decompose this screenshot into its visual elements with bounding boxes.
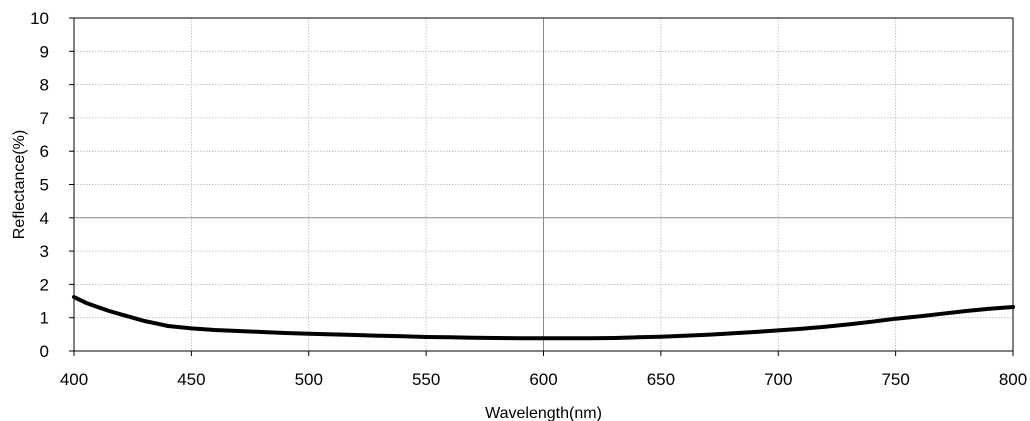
x-tick-label: 650 — [647, 370, 675, 389]
y-tick-label: 9 — [40, 42, 49, 61]
grid-lines — [74, 18, 1013, 351]
y-axis-title: Reflectance(%) — [11, 130, 28, 239]
y-tick-label: 7 — [40, 109, 49, 128]
x-tick-label: 450 — [177, 370, 205, 389]
tick-labels: 0 1 2 3 4 5 6 7 8 9 10 400 450 500 550 600 650 700 750 800 — [30, 9, 1027, 389]
y-tick-label: 1 — [40, 309, 49, 328]
reflectance-series-line — [72, 295, 1015, 341]
y-tick-label: 0 — [40, 342, 49, 361]
y-tick-label: 10 — [30, 9, 49, 28]
x-axis-title: Wavelength(nm) — [485, 405, 602, 421]
plot-frame — [69, 17, 1014, 356]
x-tick-label: 700 — [764, 370, 792, 389]
x-tick-label: 400 — [60, 370, 88, 389]
data-series — [72, 295, 1015, 341]
x-tick-label: 500 — [295, 370, 323, 389]
y-tick-label: 4 — [40, 209, 49, 228]
x-tick-label: 550 — [412, 370, 440, 389]
x-tick-label: 750 — [881, 370, 909, 389]
y-tick-label: 6 — [40, 142, 49, 161]
y-tick-label: 3 — [40, 242, 49, 261]
x-tick-label: 600 — [529, 370, 557, 389]
x-tick-label: 800 — [999, 370, 1027, 389]
y-tick-label: 2 — [40, 275, 49, 294]
y-tick-label: 8 — [40, 76, 49, 95]
y-tick-label: 5 — [40, 176, 49, 195]
